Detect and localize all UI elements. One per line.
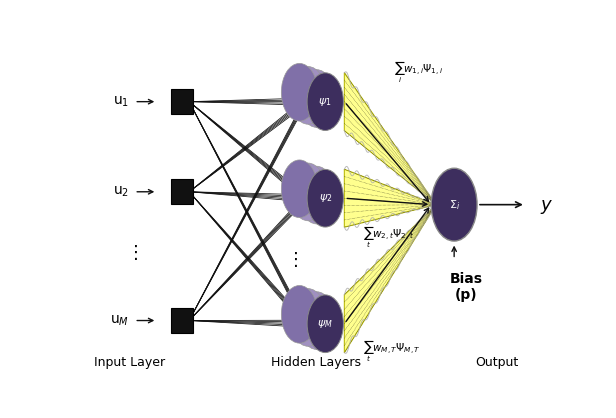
Text: y: y	[540, 196, 551, 214]
Ellipse shape	[307, 169, 343, 227]
Bar	[171, 179, 193, 204]
Text: $\Sigma_i$: $\Sigma_i$	[448, 198, 460, 212]
Text: u$_M$: u$_M$	[110, 314, 129, 328]
Text: $\vdots$: $\vdots$	[126, 243, 138, 263]
Text: $\psi_2$: $\psi_2$	[318, 192, 332, 204]
Text: $\vdots$: $\vdots$	[286, 250, 298, 269]
Text: $\psi_1$: $\psi_1$	[318, 96, 332, 108]
Ellipse shape	[431, 168, 477, 241]
Text: Bias
(p): Bias (p)	[450, 272, 482, 303]
Text: u$_1$: u$_1$	[113, 94, 129, 109]
Text: Input Layer: Input Layer	[94, 356, 165, 369]
Ellipse shape	[282, 285, 318, 343]
Polygon shape	[344, 169, 436, 227]
Polygon shape	[344, 205, 436, 353]
Ellipse shape	[282, 160, 318, 218]
Ellipse shape	[290, 66, 326, 124]
Ellipse shape	[299, 70, 335, 127]
Bar	[171, 308, 193, 333]
Ellipse shape	[290, 288, 326, 346]
Ellipse shape	[307, 73, 343, 130]
Polygon shape	[344, 73, 436, 205]
Text: Hidden Layers: Hidden Layers	[270, 356, 361, 369]
Ellipse shape	[307, 295, 343, 352]
Text: $\sum_{t} w_{M,T}\Psi_{M,T}$: $\sum_{t} w_{M,T}\Psi_{M,T}$	[363, 338, 421, 364]
Ellipse shape	[290, 163, 326, 221]
Bar	[171, 89, 193, 114]
Text: $\psi_M$: $\psi_M$	[317, 318, 333, 330]
Text: $\sum_{i} w_{1,i}\Psi_{1,i}$: $\sum_{i} w_{1,i}\Psi_{1,i}$	[394, 60, 444, 85]
Ellipse shape	[299, 166, 335, 224]
Ellipse shape	[299, 292, 335, 349]
Text: u$_2$: u$_2$	[113, 185, 129, 199]
Ellipse shape	[282, 64, 318, 121]
Text: $\sum_{t} w_{2,t}\Psi_{2,t}$: $\sum_{t} w_{2,t}\Psi_{2,t}$	[363, 224, 415, 250]
Text: Output: Output	[476, 356, 519, 369]
